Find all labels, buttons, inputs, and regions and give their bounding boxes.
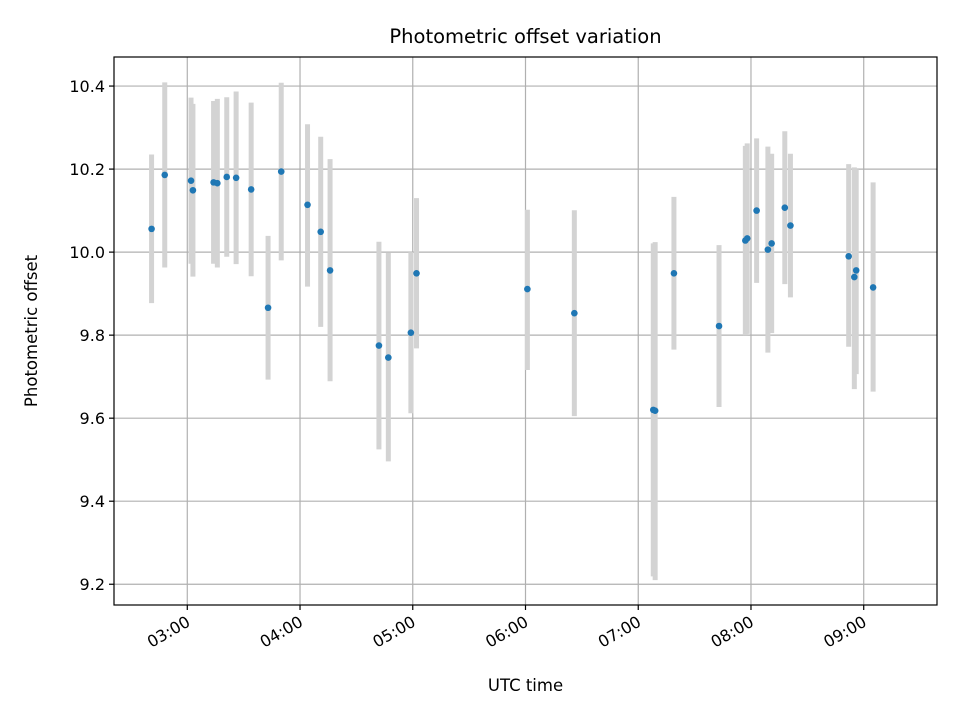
data-point	[375, 342, 383, 349]
x-tick-label: 03:00	[144, 612, 193, 652]
data-point	[223, 173, 231, 181]
x-tick-label: 04:00	[257, 612, 306, 652]
data-point	[764, 246, 772, 253]
data-point	[670, 269, 678, 277]
data-point	[161, 171, 169, 179]
data-point	[189, 186, 197, 194]
data-point	[247, 186, 255, 193]
y-axis-label: Photometric offset	[22, 254, 41, 407]
x-axis-label: UTC time	[488, 676, 563, 695]
data-point	[304, 201, 311, 209]
data-point	[787, 222, 794, 229]
data-point	[317, 228, 324, 236]
data-point	[743, 235, 751, 242]
data-point	[232, 174, 240, 182]
data-point	[214, 179, 221, 187]
data-point	[277, 168, 285, 175]
chart-title: Photometric offset variation	[389, 25, 661, 48]
data-point	[869, 284, 877, 291]
data-point	[407, 329, 415, 336]
y-ticks: 9.2 9.4 9.6 9.8 10.0 10.2 10.4	[69, 77, 114, 594]
data-point	[187, 177, 195, 185]
data-point	[651, 407, 659, 415]
data-point	[571, 309, 578, 317]
data-point	[851, 273, 858, 281]
y-tick-label: 10.0	[69, 243, 105, 262]
y-tick-label: 10.4	[69, 77, 105, 96]
y-tick-label: 9.2	[80, 575, 105, 594]
data-markers	[148, 168, 877, 415]
x-tick-label: 09:00	[820, 612, 869, 652]
data-point	[385, 354, 392, 361]
data-point	[264, 304, 272, 312]
y-tick-label: 10.2	[69, 160, 105, 179]
error-bars	[149, 82, 876, 581]
data-point	[148, 225, 155, 233]
data-point	[715, 322, 723, 330]
x-ticks: 03:00 04:00 05:00 06:00 07:00 08:00 09:00	[144, 605, 870, 652]
data-point	[524, 285, 531, 293]
x-tick-label: 07:00	[595, 612, 644, 652]
x-tick-label: 08:00	[708, 612, 757, 652]
data-point	[768, 240, 775, 247]
data-point	[781, 204, 789, 211]
y-tick-label: 9.6	[80, 409, 105, 428]
data-point	[753, 207, 760, 214]
x-tick-label: 05:00	[369, 612, 418, 652]
x-tick-label: 06:00	[482, 612, 531, 652]
y-tick-label: 9.8	[80, 326, 105, 345]
data-point	[413, 269, 420, 277]
data-point	[845, 252, 852, 260]
data-point	[326, 267, 334, 274]
data-point	[852, 267, 860, 274]
y-tick-label: 9.4	[80, 492, 105, 511]
